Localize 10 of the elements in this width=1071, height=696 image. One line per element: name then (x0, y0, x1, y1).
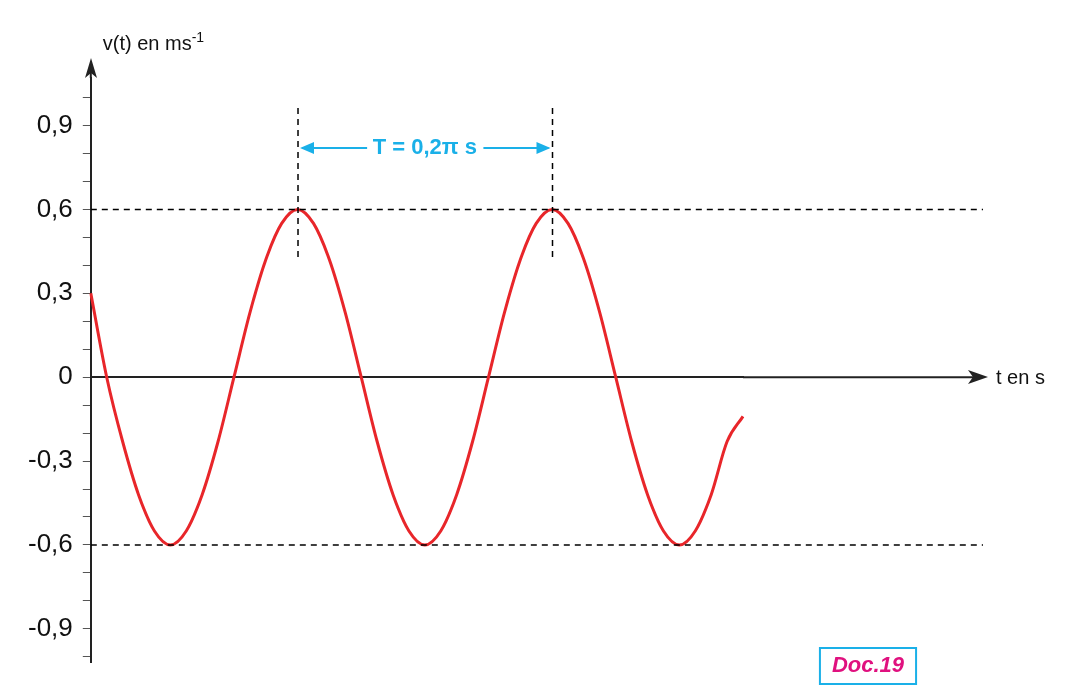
y-tick-label: -0,3 (27, 444, 73, 475)
y-tick-label: -0,9 (27, 612, 73, 643)
annotation: T = 0,2π s (372, 134, 477, 160)
y-tick-label: 0,3 (36, 276, 73, 307)
y-tick-label: 0 (58, 360, 73, 391)
y-tick-label: 0,9 (36, 108, 73, 139)
y-tick-label: -0,6 (27, 528, 73, 559)
y-tick-label: 0,6 (36, 192, 73, 223)
text: Doc.19 (831, 652, 905, 678)
text: t en s (996, 366, 1045, 389)
